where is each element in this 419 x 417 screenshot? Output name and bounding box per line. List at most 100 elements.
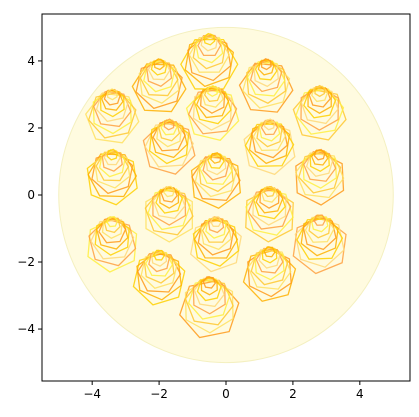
x-tick-label: 2: [289, 387, 297, 401]
hexagon: [201, 85, 224, 108]
hexagon: [313, 214, 327, 226]
hexagon: [106, 148, 119, 161]
hexagon: [311, 85, 329, 103]
hexagon: [193, 86, 232, 125]
hexagon: [247, 249, 292, 290]
hexagon: [263, 246, 276, 258]
hexagon: [147, 188, 191, 231]
hexagon: [207, 84, 219, 98]
hexagon: [158, 119, 181, 142]
hexagon: [193, 277, 225, 308]
x-tick-label: 4: [356, 387, 364, 401]
hexagon: [307, 85, 332, 114]
hexagon: [98, 149, 126, 178]
hexagon: [209, 216, 223, 227]
hexagon: [253, 187, 286, 220]
hexagon: [153, 58, 165, 71]
hexagon: [292, 216, 347, 275]
hexagon: [95, 90, 129, 123]
hexagon: [94, 216, 130, 256]
hexagon: [101, 149, 123, 172]
hexagon: [152, 186, 187, 226]
hexagon: [163, 118, 175, 131]
hexagon: [295, 150, 345, 206]
hexagon: [296, 218, 344, 260]
hexagon: [152, 187, 186, 220]
hexagon: [90, 219, 135, 260]
hexagon: [196, 276, 222, 302]
hexagon: [194, 154, 238, 198]
hexagon: [246, 61, 286, 97]
hexagon: [300, 87, 339, 125]
hexagon: [248, 120, 291, 165]
hexagon: [100, 89, 124, 111]
hexagon: [263, 185, 276, 198]
y-tick-label: −2: [17, 255, 35, 269]
hexagon: [254, 59, 278, 81]
hexagon: [179, 279, 240, 339]
hexagon: [160, 119, 178, 136]
hexagon: [193, 220, 239, 259]
hexagon: [152, 249, 166, 261]
hexagon: [92, 90, 132, 128]
hexagon: [185, 88, 240, 141]
hexagon: [197, 34, 222, 57]
hexagon: [163, 185, 176, 198]
hexagon: [310, 149, 329, 166]
hexagon: [244, 123, 295, 167]
hexagon: [184, 279, 234, 326]
hexagon: [200, 275, 218, 296]
hexagon: [294, 216, 345, 268]
hexagon: [203, 32, 216, 46]
hexagon: [308, 214, 331, 239]
hexagon: [195, 33, 224, 64]
hexagon: [314, 84, 325, 98]
y-tick-label: 2: [27, 121, 35, 135]
disk: [58, 26, 394, 364]
hexagon: [198, 153, 234, 193]
hexagon: [148, 249, 171, 273]
hexagon: [188, 36, 230, 73]
hexagon: [192, 34, 226, 70]
hexagon: [192, 86, 233, 131]
hexagon: [295, 88, 345, 135]
hexagon: [249, 59, 283, 93]
hexagon: [305, 149, 334, 178]
hexagon: [255, 187, 284, 214]
hexagon: [292, 88, 347, 141]
hexagon: [303, 86, 337, 119]
hexagon: [147, 59, 171, 81]
hexagon: [304, 216, 335, 243]
hexagon: [253, 58, 279, 88]
hexagon: [156, 119, 183, 148]
y-tick-label: −4: [17, 322, 35, 336]
y-tick-label: 4: [27, 54, 35, 68]
hexagon: [310, 214, 329, 233]
hexagon: [86, 150, 138, 206]
x-tick-label: −2: [150, 387, 168, 401]
x-tick-label: −4: [83, 387, 101, 401]
hexagon: [260, 186, 279, 203]
hexagon: [103, 149, 122, 166]
hexagon: [201, 218, 231, 243]
hexagon: [254, 246, 285, 281]
hexagon: [152, 121, 186, 152]
hexagon: [184, 277, 234, 334]
hexagon: [92, 89, 132, 135]
hexagon: [238, 62, 294, 113]
hexagon: [96, 217, 129, 250]
hexagon: [302, 150, 337, 182]
hexagon: [95, 151, 130, 182]
hexagon: [138, 59, 180, 104]
hexagon: [313, 148, 326, 161]
hexagon: [139, 61, 179, 97]
hexagon: [106, 88, 118, 101]
hexagon: [151, 249, 168, 267]
hexagon: [309, 149, 330, 172]
hexagon: [252, 121, 287, 152]
hexagon: [136, 253, 182, 293]
hexagon: [150, 58, 168, 76]
hexagon: [187, 88, 238, 135]
y-tick-label: 0: [27, 188, 35, 202]
